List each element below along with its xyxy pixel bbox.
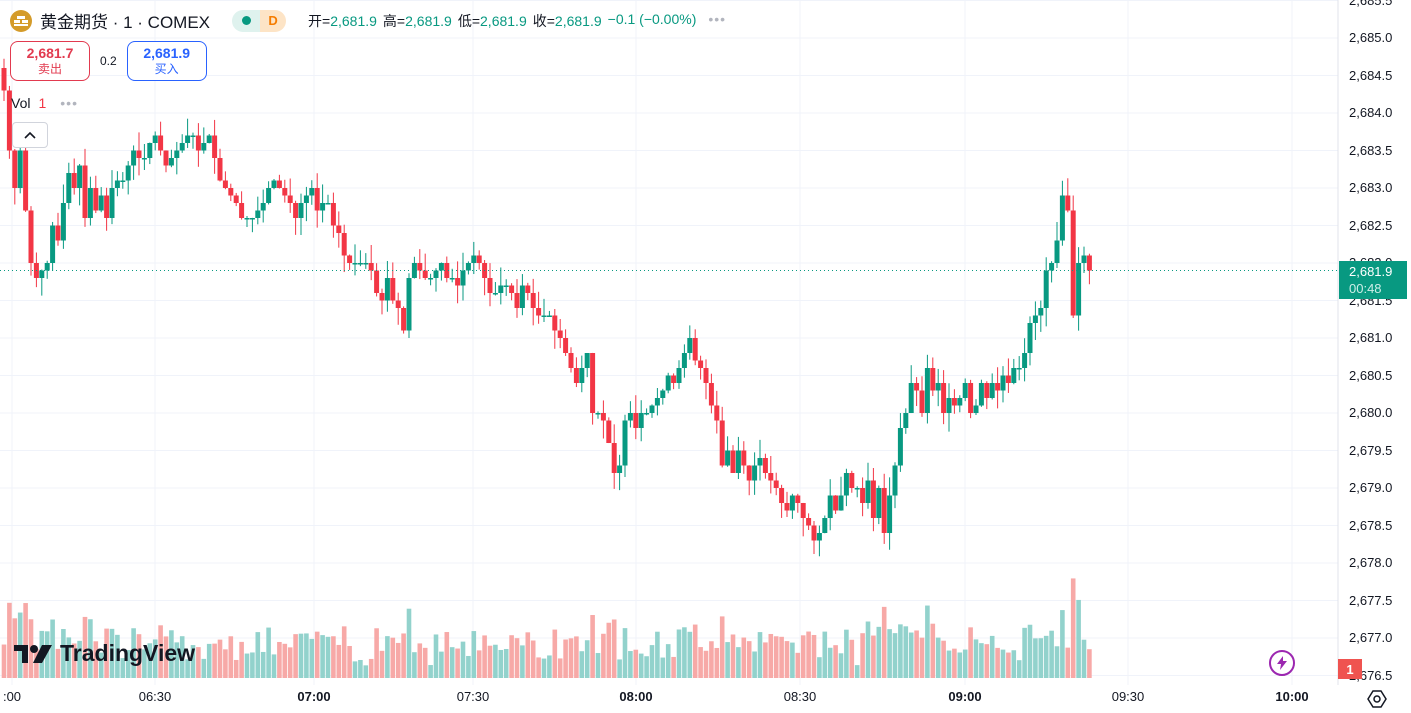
price-tick-label: 2,685.0: [1349, 30, 1393, 45]
sell-price: 2,681.7: [26, 45, 74, 61]
buy-label: 买入: [154, 62, 179, 76]
buy-price: 2,681.9: [143, 45, 191, 61]
volume-label: Vol: [11, 95, 31, 111]
change-value: −0.1 (−0.00%): [607, 10, 697, 27]
spread-value: 0.2: [100, 54, 117, 68]
time-tick-label: :00: [2, 689, 22, 704]
price-tick-label: 2,682.5: [1349, 217, 1393, 233]
price-tick-label: 2,685.5: [1349, 0, 1393, 8]
price-tick-label: 2,678.5: [1349, 517, 1393, 533]
time-tick-label: 10:00: [1275, 689, 1309, 704]
time-tick-label: 09:30: [1111, 689, 1145, 704]
low-value: 2,681.9: [480, 12, 527, 29]
price-tick-label: 2,684.0: [1349, 105, 1393, 120]
time-tick-label: 07:30: [456, 689, 490, 704]
price-candles: [1, 58, 1092, 557]
tradingview-mark-icon: [14, 644, 52, 663]
ohlc-values: 开=2,681.9 高=2,681.9 低=2,681.9 收=2,681.9 …: [308, 11, 726, 31]
open-label: 开=: [308, 12, 331, 29]
open-value: 2,681.9: [330, 12, 377, 29]
tradingview-logo[interactable]: TradingView: [14, 640, 195, 667]
close-value: 2,681.9: [554, 12, 602, 29]
symbol-legend: 黄金期货 · 1 · COMEX D 开=2,681.9 高=2,681.9 低…: [10, 8, 726, 33]
delayed-badge: D: [260, 9, 287, 32]
collapse-legend-button[interactable]: [12, 122, 48, 148]
price-tick-label: 2,679.5: [1349, 442, 1393, 458]
price-tick-label: 2,679.0: [1349, 480, 1393, 495]
tradingview-wordmark: TradingView: [60, 640, 196, 666]
time-tick-label: 08:30: [783, 689, 817, 704]
hexagon-settings-icon: [1367, 690, 1387, 708]
low-label: 低=: [457, 12, 481, 29]
price-tick-label: 2,683.0: [1349, 180, 1393, 195]
price-tick-label: 2,677.5: [1349, 592, 1393, 608]
flash-button[interactable]: [1269, 650, 1295, 676]
volume-more-icon[interactable]: •••: [60, 95, 78, 111]
chart-grid: [0, 0, 1338, 685]
volume-value: 1: [38, 95, 47, 111]
price-tick-label: 2,684.5: [1349, 67, 1393, 83]
price-tick-label: 2,681.0: [1349, 330, 1393, 345]
price-tick-label: 2,683.5: [1349, 142, 1393, 158]
price-tick-label: 2,678.0: [1349, 555, 1393, 570]
price-tick-label: 2,677.0: [1349, 630, 1393, 645]
current-price: 2,681.9: [1349, 264, 1393, 279]
lightning-icon: [1277, 656, 1287, 670]
sell-button[interactable]: 2,681.7 卖出: [10, 41, 90, 81]
market-open-dot-icon: [232, 9, 261, 32]
gold-bars-icon: [10, 9, 32, 32]
volume-legend[interactable]: Vol 1 •••: [11, 95, 78, 111]
buy-button[interactable]: 2,681.9 买入: [126, 41, 207, 81]
time-tick-label: 07:00: [297, 689, 331, 704]
high-label: 高=: [382, 12, 406, 29]
current-price-label: 2,681.9 00:48: [1339, 261, 1407, 299]
bar-countdown: 00:48: [1349, 281, 1382, 296]
market-status-pill[interactable]: D: [232, 9, 287, 32]
volume-axis-badge: 1: [1338, 659, 1362, 679]
price-tick-label: 2,680.0: [1349, 405, 1393, 420]
chart-settings-button[interactable]: [1366, 688, 1388, 710]
close-label: 收=: [532, 12, 555, 29]
time-tick-label: 08:00: [619, 689, 653, 704]
chevron-up-icon: [24, 131, 36, 139]
trade-buttons: 2,681.7 卖出 0.2 2,681.9 买入: [10, 41, 207, 81]
price-tick-label: 2,680.5: [1349, 367, 1393, 383]
high-value: 2,681.9: [405, 12, 452, 29]
sell-label: 卖出: [37, 62, 62, 76]
time-tick-label: 06:30: [138, 689, 172, 704]
symbol-title[interactable]: 黄金期货 · 1 · COMEX: [40, 13, 211, 32]
time-tick-label: 09:00: [948, 689, 982, 704]
more-options-icon[interactable]: •••: [708, 10, 727, 27]
